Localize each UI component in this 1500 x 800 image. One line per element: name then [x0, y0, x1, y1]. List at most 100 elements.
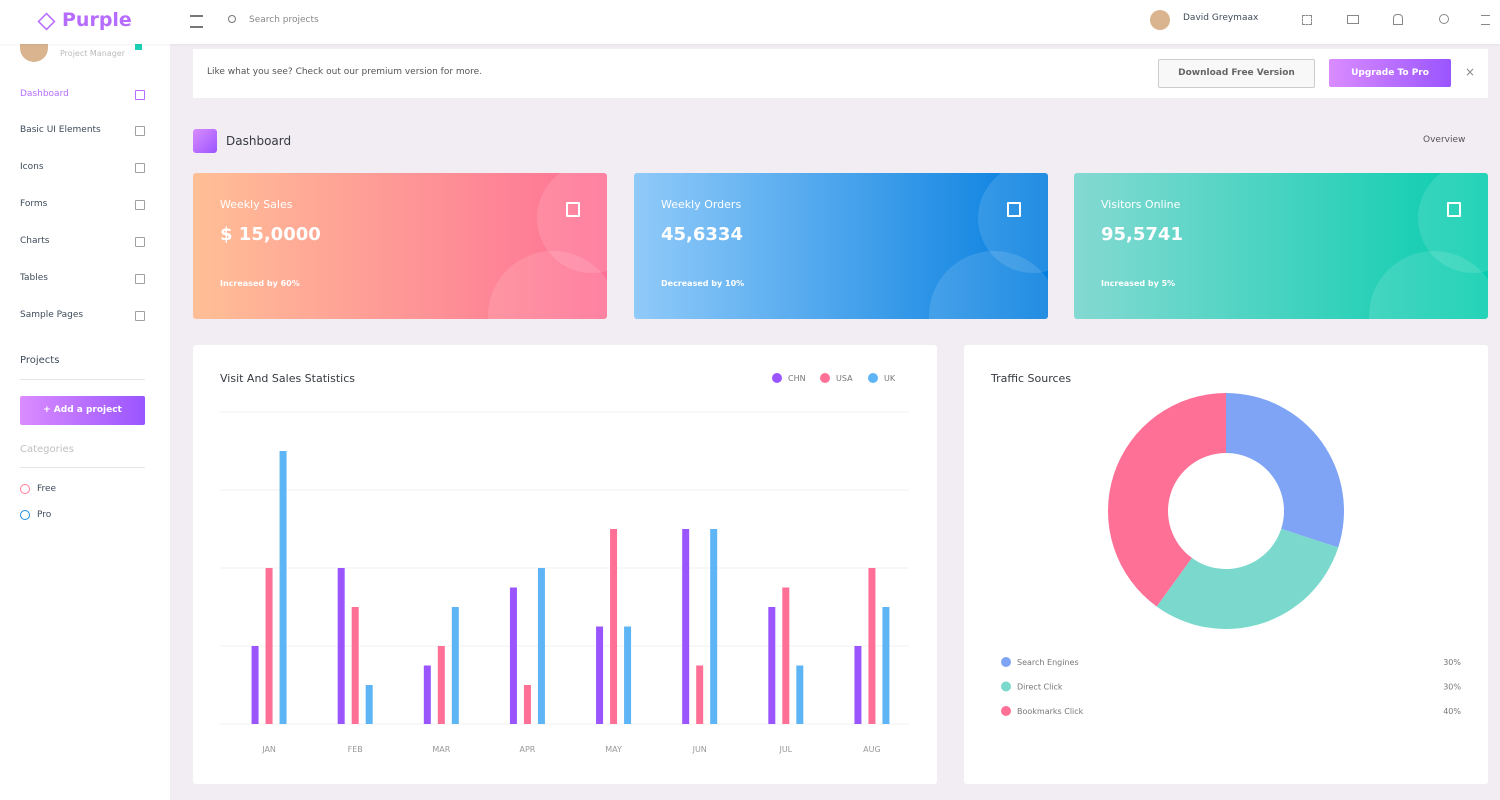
legend-swatch	[772, 373, 782, 383]
category-dot	[20, 484, 30, 494]
bar	[796, 665, 804, 724]
power-icon[interactable]	[1439, 14, 1449, 24]
bar	[351, 607, 359, 724]
logo[interactable]: Purple	[62, 9, 132, 31]
banner: Like what you see? Check out our premium…	[193, 49, 1488, 98]
categories-title: Categories	[20, 444, 74, 455]
mail-icon[interactable]	[1347, 15, 1359, 24]
x-tick-label: JUN	[692, 745, 707, 754]
bar	[868, 568, 876, 724]
overview-link[interactable]: Overview	[1423, 135, 1466, 145]
divider	[20, 467, 145, 468]
pie-slice	[1156, 528, 1339, 629]
menu-item[interactable]: Forms	[20, 199, 48, 209]
card-value: 45,6334	[661, 224, 743, 245]
bar	[423, 665, 431, 724]
card-icon	[1007, 202, 1021, 217]
menu-item[interactable]: Dashboard	[20, 89, 69, 99]
legend-swatch	[1001, 706, 1011, 716]
x-tick-label: JAN	[261, 745, 276, 754]
top-bar: Purple Search projects David Greymaax	[0, 0, 1500, 44]
bar	[337, 568, 345, 724]
x-tick-label: MAR	[432, 745, 450, 754]
bar	[596, 626, 604, 724]
bar	[768, 607, 776, 724]
user-role: Project Manager	[60, 49, 125, 58]
legend-swatch	[1001, 681, 1011, 692]
card-value: 95,5741	[1101, 224, 1183, 245]
bar	[509, 587, 517, 724]
menu-item[interactable]: Tables	[20, 273, 48, 283]
card-icon	[566, 202, 580, 217]
close-button[interactable]: ×	[1465, 65, 1476, 79]
legend-swatch	[820, 373, 830, 383]
legend-label: UK	[884, 374, 896, 383]
fullscreen-icon[interactable]	[1302, 15, 1312, 25]
notification-icon[interactable]	[1393, 14, 1403, 25]
sales-card	[193, 345, 937, 784]
menu-icon	[135, 126, 145, 136]
legend-label: Direct Click	[1017, 683, 1063, 692]
bar	[251, 646, 259, 724]
user-avatar	[1150, 10, 1170, 30]
chart-title: Traffic Sources	[990, 372, 1071, 385]
menu-icon	[135, 90, 145, 100]
card-icon	[1447, 202, 1461, 217]
user-name[interactable]: David Greymaax	[1183, 13, 1259, 23]
menu-icon	[135, 311, 145, 321]
bar	[882, 607, 890, 724]
x-tick-label: FEB	[348, 745, 363, 754]
card-title: Weekly Orders	[661, 198, 742, 211]
category[interactable]: Pro	[37, 510, 52, 520]
category[interactable]: Free	[37, 484, 57, 494]
page-title: Dashboard	[226, 134, 292, 148]
menu-toggle[interactable]	[190, 15, 203, 28]
pie-slice	[1226, 393, 1344, 548]
divider	[20, 379, 145, 380]
menu-item[interactable]: Icons	[20, 162, 44, 172]
bar	[365, 685, 373, 724]
legend-swatch	[1001, 657, 1011, 667]
sidebar: Project Manager Projects + Add a project…	[0, 0, 170, 800]
settings-icon[interactable]	[1481, 15, 1490, 25]
x-tick-label: APR	[520, 745, 536, 754]
x-tick-label: MAY	[605, 745, 622, 754]
bar	[696, 665, 704, 724]
category-dot	[20, 510, 30, 520]
menu-item[interactable]: Basic UI Elements	[20, 125, 101, 135]
card-title: Visitors Online	[1101, 198, 1181, 211]
stat-card: Visitors Online 95,5741 Increased by 5%	[1074, 173, 1488, 319]
legend-label: CHN	[788, 374, 806, 383]
card-note: Increased by 60%	[220, 279, 300, 288]
bar	[451, 607, 459, 724]
card-note: Decreased by 10%	[661, 279, 745, 288]
legend-value: 30%	[1443, 658, 1461, 667]
bar	[610, 529, 618, 724]
card-value: $ 15,0000	[220, 224, 321, 245]
chart-title: Visit And Sales Statistics	[220, 372, 355, 385]
menu-icon	[135, 274, 145, 284]
x-tick-label: AUG	[863, 745, 881, 754]
menu-icon	[135, 163, 145, 173]
legend-swatch	[868, 373, 878, 383]
menu-item[interactable]: Charts	[20, 236, 50, 246]
bar	[624, 626, 632, 724]
download-button[interactable]: Download Free Version	[1158, 59, 1315, 88]
search-input[interactable]: Search projects	[249, 15, 319, 25]
bar	[537, 568, 545, 724]
menu-item[interactable]: Sample Pages	[20, 310, 84, 320]
legend-label: Search Engines	[1017, 658, 1079, 667]
legend-label: Bookmarks Click	[1017, 707, 1084, 716]
banner-text: Like what you see? Check out our premium…	[207, 67, 483, 77]
stat-card: Weekly Orders 45,6334 Decreased by 10%	[634, 173, 1048, 319]
x-tick-label: JUL	[778, 745, 792, 754]
projects-title: Projects	[20, 355, 60, 366]
add-project-button[interactable]: + Add a project	[20, 396, 145, 425]
bar	[437, 646, 445, 724]
bar	[710, 529, 718, 724]
card-title: Weekly Sales	[220, 198, 293, 211]
upgrade-button[interactable]: Upgrade To Pro	[1329, 59, 1451, 87]
bar	[782, 587, 790, 724]
